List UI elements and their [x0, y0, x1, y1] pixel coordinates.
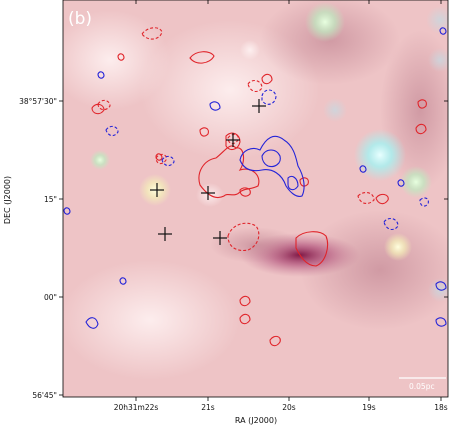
red-contour-small — [239, 313, 251, 325]
red-contour-small — [417, 99, 427, 109]
red-contour-small — [189, 51, 215, 64]
red-contour-small — [269, 335, 281, 347]
red-contour-small — [155, 153, 163, 161]
blue-contour-main — [239, 135, 305, 197]
red-contour-small — [239, 187, 251, 197]
x-tick-label: 21s — [201, 403, 215, 412]
red-contour-small — [239, 295, 251, 307]
red-contour-dashed — [227, 222, 260, 252]
scale-bar: 0.05pc — [399, 377, 446, 391]
y-tick-label: 56'45" — [32, 391, 57, 400]
red-contours — [91, 27, 427, 347]
markers — [150, 99, 266, 245]
x-tick-label: 20s — [282, 403, 296, 412]
blue-contour-dashed — [161, 155, 175, 167]
blue-contour-small — [435, 317, 447, 327]
red-contour-dashed — [357, 191, 375, 205]
x-tick-label: 18s — [434, 403, 448, 412]
red-contour-blob — [295, 231, 329, 267]
red-contour-dashed — [97, 99, 111, 111]
red-contour-main — [198, 145, 260, 199]
blue-contour-inner — [261, 149, 281, 168]
blue-contour-small — [439, 27, 447, 35]
blue-contour-small — [397, 179, 405, 187]
blue-contour-small — [209, 101, 221, 111]
blue-contour-small — [119, 277, 127, 285]
red-contour-small — [415, 123, 427, 135]
panel-label: (b) — [68, 9, 92, 29]
blue-contour-dashed — [105, 125, 119, 137]
red-contour-dashed — [247, 79, 263, 93]
blue-contour-dashed — [261, 89, 277, 105]
plus-marker — [226, 133, 240, 147]
blue-contour-dashed — [419, 197, 429, 207]
red-contour-small — [261, 73, 273, 85]
red-contour-dashed — [155, 153, 167, 165]
plus-marker — [158, 227, 172, 241]
red-contour-small — [299, 177, 309, 187]
plus-marker — [252, 99, 266, 113]
red-contour-inner — [225, 132, 241, 151]
x-axis-title: RA (J2000) — [235, 416, 277, 425]
y-axis: 38°57'30" 15" 00" 56'45" DEC (J2000) — [3, 97, 448, 400]
blue-contours — [63, 27, 447, 329]
blue-contour-dashed — [383, 217, 399, 231]
x-tick-label: 20h31m22s — [114, 403, 159, 412]
y-tick-label: 15" — [44, 195, 57, 204]
red-contour-small — [117, 53, 125, 61]
plus-marker — [213, 231, 227, 245]
red-contour-small — [91, 103, 105, 115]
plus-marker — [150, 183, 164, 197]
red-contour-dashed — [141, 27, 163, 40]
axes-frame — [62, 0, 449, 398]
x-axis: 20h31m22s 21s 20s 19s 18s RA (J2000) — [114, 0, 448, 425]
red-contour-small — [375, 193, 389, 205]
y-axis-title: DEC (J2000) — [3, 176, 12, 224]
y-tick-label: 00" — [44, 293, 57, 302]
y-tick-label: 38°57'30" — [19, 97, 57, 106]
blue-contour-small — [85, 317, 99, 329]
blue-contour-small — [435, 281, 447, 291]
plus-marker — [201, 186, 215, 200]
red-contour-small — [199, 127, 209, 137]
sky-image — [63, 0, 448, 397]
blue-contour-small — [359, 165, 367, 173]
blue-contour-inner — [287, 175, 299, 191]
blue-contour-small — [97, 71, 105, 79]
scale-bar-label: 0.05pc — [409, 382, 435, 391]
x-tick-label: 19s — [362, 403, 376, 412]
blue-contour-small — [63, 207, 71, 215]
